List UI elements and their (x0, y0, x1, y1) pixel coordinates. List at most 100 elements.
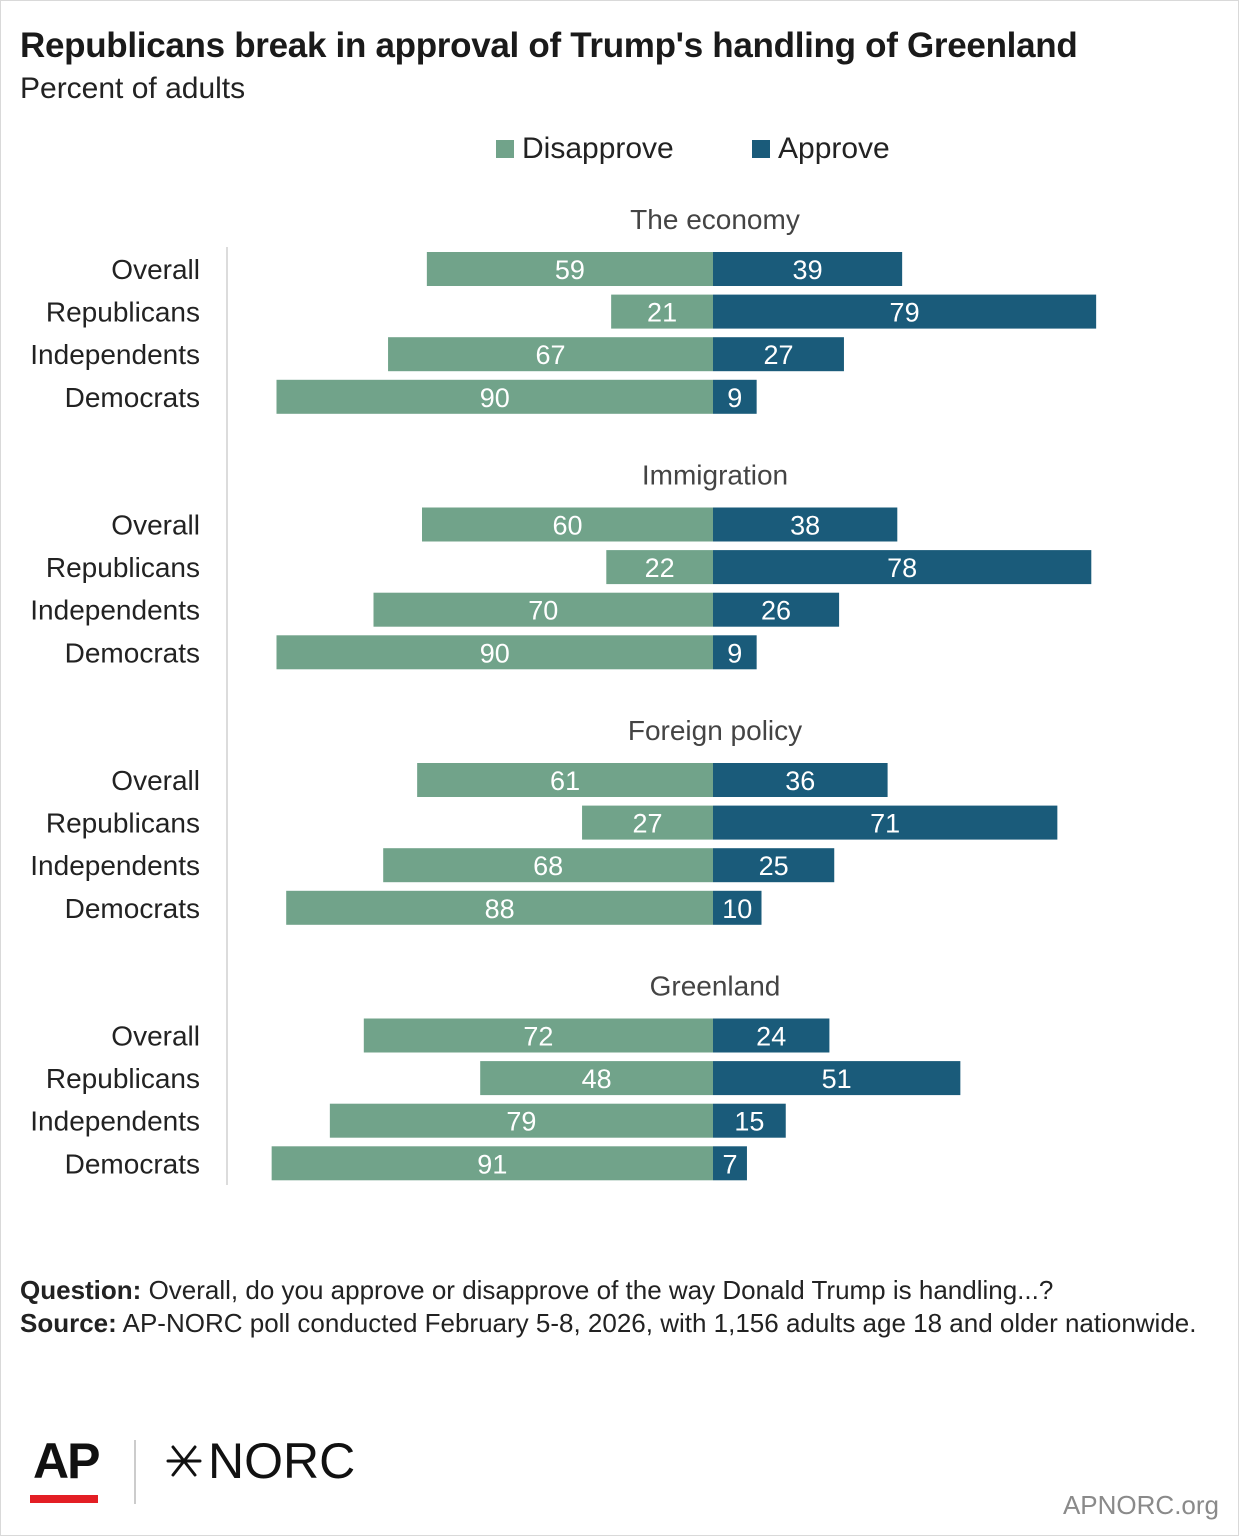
approve-value-label: 9 (727, 383, 742, 413)
legend-label-approve: Approve (778, 132, 890, 165)
disapprove-bar (276, 635, 713, 670)
row-label: Democrats (65, 382, 200, 413)
row-label: Democrats (65, 637, 200, 668)
disapprove-bar (373, 592, 713, 627)
legend: Disapprove Approve (0, 132, 1239, 172)
approve-value-label: 15 (734, 1107, 764, 1137)
approve-value-label: 27 (763, 340, 793, 370)
group-title: Greenland (650, 971, 781, 1002)
approve-value-label: 9 (727, 638, 742, 668)
site-url: APNORC.org (1062, 1490, 1219, 1520)
row-label: Democrats (65, 1148, 200, 1179)
disapprove-bar (426, 252, 713, 286)
approve-value-label: 10 (722, 894, 752, 924)
norc-star-icon (166, 1445, 202, 1477)
approve-value-label: 39 (793, 255, 823, 285)
row-label: Republicans (46, 552, 200, 583)
approve-bar (713, 1061, 961, 1096)
disapprove-bar (422, 507, 713, 542)
footer: Question: Overall, do you approve or dis… (20, 1274, 1210, 1340)
disapprove-value-label: 48 (582, 1064, 612, 1094)
disapprove-value-label: 60 (552, 511, 582, 541)
norc-logo: NORC (164, 1432, 355, 1490)
row-label: Democrats (65, 893, 200, 924)
disapprove-bar (276, 379, 713, 414)
disapprove-value-label: 70 (528, 596, 558, 626)
approve-bar (713, 890, 762, 925)
disapprove-bar (606, 550, 713, 585)
disapprove-value-label: 27 (633, 809, 663, 839)
legend-swatch-disapprove (496, 140, 514, 158)
logo-divider (134, 1440, 136, 1504)
approve-bar (713, 1103, 786, 1138)
disapprove-value-label: 59 (555, 255, 585, 285)
approve-value-label: 26 (761, 596, 791, 626)
approve-bar (713, 507, 898, 542)
source-label: Source: (20, 1308, 117, 1338)
approve-bar (713, 1018, 830, 1053)
legend-label-disapprove: Disapprove (522, 132, 674, 165)
disapprove-bar (286, 890, 713, 925)
row-label: Republicans (46, 297, 200, 328)
disapprove-value-label: 91 (477, 1149, 507, 1179)
disapprove-bar (480, 1061, 713, 1096)
question-label: Question: (20, 1275, 142, 1305)
source-text: AP-NORC poll conducted February 5-8, 202… (122, 1308, 1197, 1338)
ap-logo-underline (30, 1495, 98, 1503)
disapprove-bar (329, 1103, 713, 1138)
row-label: Independents (30, 339, 200, 370)
source-note: Source: AP-NORC poll conducted February … (20, 1307, 1210, 1340)
approve-bar (713, 337, 844, 372)
disapprove-value-label: 21 (647, 298, 677, 328)
disapprove-value-label: 61 (550, 766, 580, 796)
disapprove-bar (611, 294, 713, 329)
row-label: Independents (30, 1106, 200, 1137)
disapprove-bar (363, 1018, 713, 1053)
disapprove-value-label: 79 (506, 1107, 536, 1137)
approve-value-label: 38 (790, 511, 820, 541)
approve-value-label: 78 (887, 553, 917, 583)
disapprove-bar (383, 848, 713, 883)
legend-item-approve: Approve (752, 132, 890, 166)
approve-bar (713, 1146, 747, 1181)
question-note: Question: Overall, do you approve or dis… (20, 1274, 1210, 1307)
disapprove-value-label: 88 (485, 894, 515, 924)
disapprove-value-label: 22 (645, 553, 675, 583)
disapprove-value-label: 90 (480, 638, 510, 668)
disapprove-bar (417, 763, 713, 797)
disapprove-value-label: 67 (536, 340, 566, 370)
disapprove-bar (582, 805, 713, 840)
row-label: Republicans (46, 1063, 200, 1094)
approve-bar (713, 252, 903, 286)
approve-value-label: 24 (756, 1022, 786, 1052)
approve-bar (713, 848, 835, 883)
ap-logo: AP (33, 1433, 100, 1489)
approve-bar (713, 294, 1097, 329)
disapprove-value-label: 90 (480, 383, 510, 413)
group-title: The economy (630, 204, 800, 235)
row-label: Independents (30, 850, 200, 881)
group-title: Immigration (642, 460, 788, 491)
legend-item-disapprove: Disapprove (496, 132, 674, 166)
row-label: Overall (111, 1021, 200, 1052)
approve-bar (713, 550, 1092, 585)
row-label: Republicans (46, 808, 200, 839)
row-label: Independents (30, 595, 200, 626)
row-label: Overall (111, 254, 200, 285)
disapprove-value-label: 72 (523, 1022, 553, 1052)
approve-bar (713, 379, 757, 414)
disapprove-value-label: 68 (533, 851, 563, 881)
chart-title: Republicans break in approval of Trump's… (20, 26, 1078, 65)
approve-value-label: 36 (785, 766, 815, 796)
row-label: Overall (111, 510, 200, 541)
legend-swatch-approve (752, 140, 770, 158)
norc-logo-text: NORC (208, 1433, 356, 1489)
row-label: Overall (111, 765, 200, 796)
approve-value-label: 7 (722, 1149, 737, 1179)
approve-value-label: 51 (822, 1064, 852, 1094)
approve-bar (713, 592, 840, 627)
approve-bar (713, 763, 888, 797)
approve-value-label: 79 (890, 298, 920, 328)
group-title: Foreign policy (628, 715, 802, 746)
disapprove-bar (388, 337, 713, 372)
